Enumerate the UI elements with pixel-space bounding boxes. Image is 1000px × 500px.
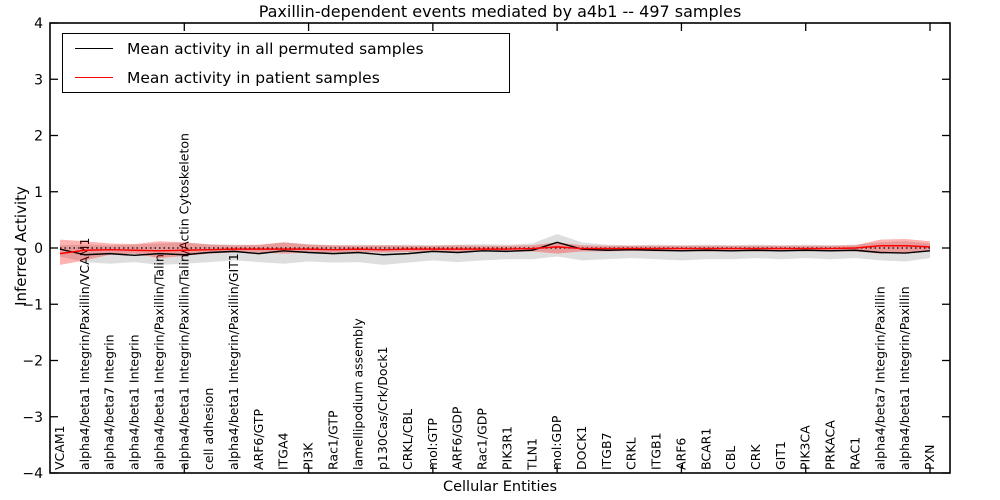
legend-entry-patient: Mean activity in patient samples bbox=[63, 64, 509, 92]
x-tick-label: lamellipodium assembly bbox=[350, 318, 365, 470]
y-tick-label: 4 bbox=[34, 16, 43, 32]
y-tick-label: −3 bbox=[22, 410, 43, 426]
patient-line-swatch bbox=[75, 77, 113, 78]
chart-title: Paxillin-dependent events mediated by a4… bbox=[258, 2, 742, 21]
y-tick-label: −4 bbox=[22, 466, 43, 482]
x-tick-label: alpha4/beta1 Integrin/Paxillin/Talin/Act… bbox=[176, 133, 191, 470]
x-tick-label: CRKL/CBL bbox=[400, 409, 415, 470]
x-tick-label: PRKACA bbox=[823, 420, 838, 470]
x-tick-label: CBL bbox=[723, 446, 738, 470]
series-line-Mean-activity-in-patient-samples bbox=[59, 245, 931, 255]
legend-entry-permuted: Mean activity in all permuted samples bbox=[63, 35, 509, 63]
y-tick-label: −2 bbox=[22, 354, 43, 370]
y-axis-label: Inferred Activity bbox=[12, 186, 30, 306]
x-tick-label: PIK3R1 bbox=[499, 426, 514, 470]
legend: Mean activity in all permuted samples Me… bbox=[62, 33, 510, 93]
x-tick-label: ARF6/GTP bbox=[251, 409, 266, 470]
x-tick-label: alpha4/beta7 Integrin/Paxillin bbox=[872, 286, 887, 470]
x-tick-label: CRKL bbox=[624, 437, 639, 470]
x-tick-label: PI3K bbox=[301, 442, 316, 470]
x-tick-label: DOCK1 bbox=[574, 426, 589, 470]
x-axis-label: Cellular Entities bbox=[442, 479, 558, 495]
legend-label-permuted: Mean activity in all permuted samples bbox=[127, 39, 424, 58]
x-tick-label: mol:GTP bbox=[425, 418, 440, 470]
x-tick-label: alpha4/beta1 Integrin bbox=[127, 334, 142, 470]
x-tick-label: BCAR1 bbox=[698, 428, 713, 470]
x-tick-label: ITGB1 bbox=[649, 432, 664, 470]
x-tick-label: TLN1 bbox=[524, 438, 539, 471]
y-tick-label: −1 bbox=[22, 297, 43, 313]
y-tick-label: 2 bbox=[34, 129, 43, 145]
x-tick-label: GIT1 bbox=[773, 441, 788, 470]
x-tick-label: PIK3CA bbox=[798, 425, 813, 470]
x-tick-label: alpha4/beta1 Integrin/Paxillin bbox=[897, 286, 912, 470]
x-tick-label: ITGB7 bbox=[599, 432, 614, 470]
x-tick-label: ARF6 bbox=[673, 438, 688, 470]
y-tick-label: 3 bbox=[34, 72, 43, 88]
x-tick-label: Rac1/GTP bbox=[325, 410, 340, 470]
x-tick-label: CRK bbox=[748, 444, 763, 470]
y-tick-label: 0 bbox=[34, 241, 43, 257]
permuted-line-swatch bbox=[75, 48, 113, 49]
x-tick-label: Rac1/GDP bbox=[475, 408, 490, 470]
x-tick-label: alpha4/beta7 Integrin bbox=[102, 334, 117, 470]
x-tick-label: VCAM1 bbox=[52, 425, 67, 470]
x-tick-label: cell adhesion bbox=[201, 388, 216, 470]
band-patient-samples-range bbox=[60, 239, 930, 265]
x-tick-label: alpha4/beta1 Integrin/Paxillin/VCAM1 bbox=[77, 238, 92, 470]
y-tick-label: 1 bbox=[34, 185, 43, 201]
x-tick-label: ITGA4 bbox=[276, 432, 291, 470]
x-tick-label: alpha4/beta1 Integrin/Paxillin/GIT1 bbox=[226, 253, 241, 470]
legend-label-patient: Mean activity in patient samples bbox=[127, 68, 380, 87]
series-line-Mean-activity-in-all-permuted-samples bbox=[59, 241, 931, 257]
x-tick-label: PXN bbox=[922, 445, 937, 470]
x-tick-label: mol:GDP bbox=[549, 415, 564, 470]
x-tick-label: ARF6/GDP bbox=[450, 406, 465, 470]
x-tick-label: alpha4/beta1 Integrin/Paxillin/Talin bbox=[151, 254, 166, 470]
x-tick-label: p130Cas/Crk/Dock1 bbox=[375, 346, 390, 470]
x-tick-label: RAC1 bbox=[847, 437, 862, 470]
